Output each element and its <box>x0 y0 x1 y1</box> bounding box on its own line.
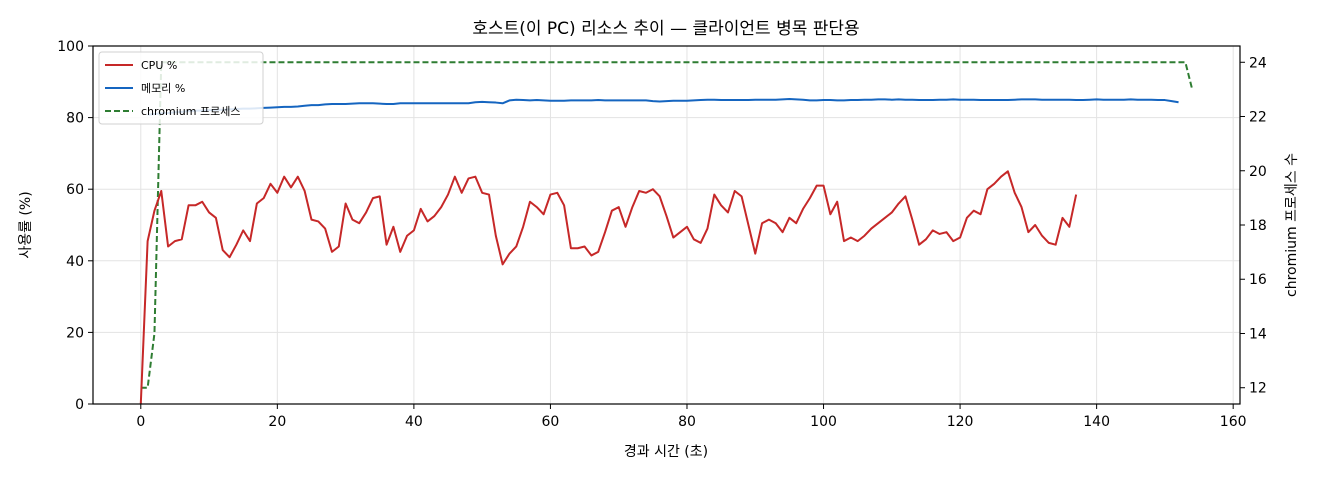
y2-axis-label: chromium 프로세스 수 <box>1284 153 1300 297</box>
y2-tick-label: 20 <box>1249 164 1267 180</box>
legend-label-1: 메모리 % <box>141 82 185 95</box>
y2-tick-label: 16 <box>1249 272 1267 288</box>
y2-tick-label: 22 <box>1249 110 1267 126</box>
y2-tick-label: 18 <box>1249 218 1267 234</box>
y-tick-label: 80 <box>66 111 84 127</box>
legend-label-2: chromium 프로세스 <box>141 105 240 118</box>
chart-title: 호스트(이 PC) 리소스 추이 — 클라이언트 병목 판단용 <box>472 19 859 39</box>
x-axis: 0 20 40 60 80 100 120 140 160 <box>136 404 1246 430</box>
y2-tick-label: 12 <box>1249 381 1267 397</box>
x-tick-label: 0 <box>136 414 145 430</box>
y-tick-label: 40 <box>66 254 84 270</box>
series-line-0 <box>141 171 1076 404</box>
y-tick-label: 20 <box>66 325 84 341</box>
legend-label-0: CPU % <box>141 59 177 72</box>
x-tick-label: 40 <box>405 414 423 430</box>
x-axis-label: 경과 시간 (초) <box>624 444 708 460</box>
y-axis-right: 12 14 16 18 20 22 24 <box>1240 55 1267 396</box>
x-tick-label: 140 <box>1083 414 1110 430</box>
y-axis-label: 사용률 (%) <box>18 191 34 258</box>
x-tick-label: 120 <box>947 414 974 430</box>
x-tick-label: 20 <box>268 414 286 430</box>
y2-tick-label: 24 <box>1249 55 1267 71</box>
legend: CPU % 메모리 % chromium 프로세스 <box>99 52 263 124</box>
y-axis-left: 0 20 40 60 80 100 <box>57 39 93 413</box>
x-tick-label: 160 <box>1220 414 1247 430</box>
y-tick-label: 0 <box>75 397 84 413</box>
x-tick-label: 80 <box>678 414 696 430</box>
y2-tick-label: 14 <box>1249 326 1267 342</box>
x-tick-label: 60 <box>542 414 560 430</box>
y-tick-label: 100 <box>57 39 84 55</box>
series-layer <box>141 62 1192 404</box>
y-tick-label: 60 <box>66 182 84 198</box>
x-tick-label: 100 <box>810 414 837 430</box>
series-line-1 <box>148 99 1179 115</box>
